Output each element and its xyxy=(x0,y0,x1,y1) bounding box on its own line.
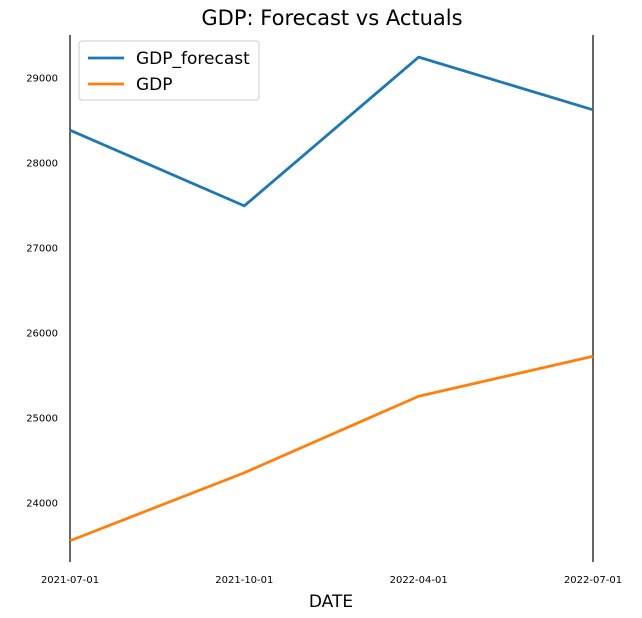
legend-label: GDP_forecast xyxy=(136,49,250,69)
y-tick-label: 24000 xyxy=(26,499,58,510)
series-line-gdp xyxy=(69,354,594,543)
x-tick-label: 2022-07-01 xyxy=(564,575,622,586)
chart-title: GDP: Forecast vs Actuals xyxy=(201,6,462,30)
y-tick-label: 28000 xyxy=(26,159,58,170)
y-tick-label: 27000 xyxy=(26,244,58,255)
x-tick-label: 2022-04-01 xyxy=(390,575,448,586)
series-lines xyxy=(69,55,594,543)
x-axis-label: DATE xyxy=(309,592,353,612)
x-tick-label: 2021-10-01 xyxy=(215,575,273,586)
legend-label: GDP xyxy=(136,75,173,95)
legend: GDP_forecast GDP xyxy=(78,40,260,101)
series-line-gdp-forecast xyxy=(69,55,594,208)
y-tick-label: 26000 xyxy=(26,329,58,340)
axes: 24000 25000 26000 27000 28000 29000 2021-07-01… xyxy=(26,35,622,586)
y-tick-label: 29000 xyxy=(26,74,58,85)
x-tick-label: 2021-07-01 xyxy=(41,575,99,586)
y-tick-label: 25000 xyxy=(26,414,58,425)
